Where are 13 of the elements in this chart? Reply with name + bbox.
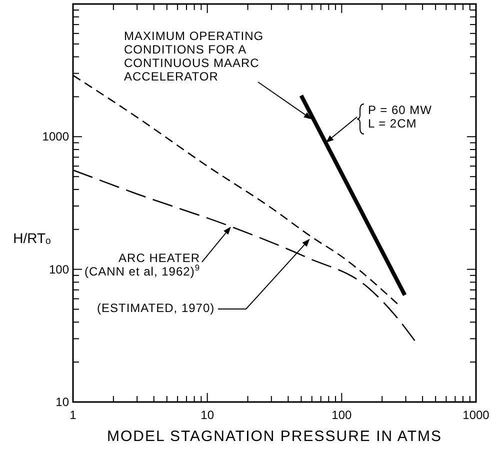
x-tick-label: 1 <box>70 408 77 422</box>
y-tick-label: 10 <box>56 395 70 409</box>
annotation: MAXIMUM OPERATING CONDITIONS FOR A CONTINUOUS MAARC ACCELERATOR <box>124 29 264 84</box>
x-tick-label: 1000 <box>462 408 490 422</box>
x-tick-label: 10 <box>200 408 214 422</box>
annotation: ARC HEATER (CANN et al, 1962)$^{9}$ <box>84 251 200 278</box>
y-axis-title: H/RTₒ <box>13 230 51 246</box>
annotation: P = 60 MW L = 2CM <box>368 103 432 130</box>
y-tick-label: 100 <box>48 262 70 276</box>
annotation: (ESTIMATED, 1970) <box>97 301 215 315</box>
x-tick-label: 100 <box>332 408 352 422</box>
x-axis-title: MODEL STAGNATION PRESSURE IN ATMS <box>107 428 442 445</box>
y-tick-label: 1000 <box>42 130 70 144</box>
